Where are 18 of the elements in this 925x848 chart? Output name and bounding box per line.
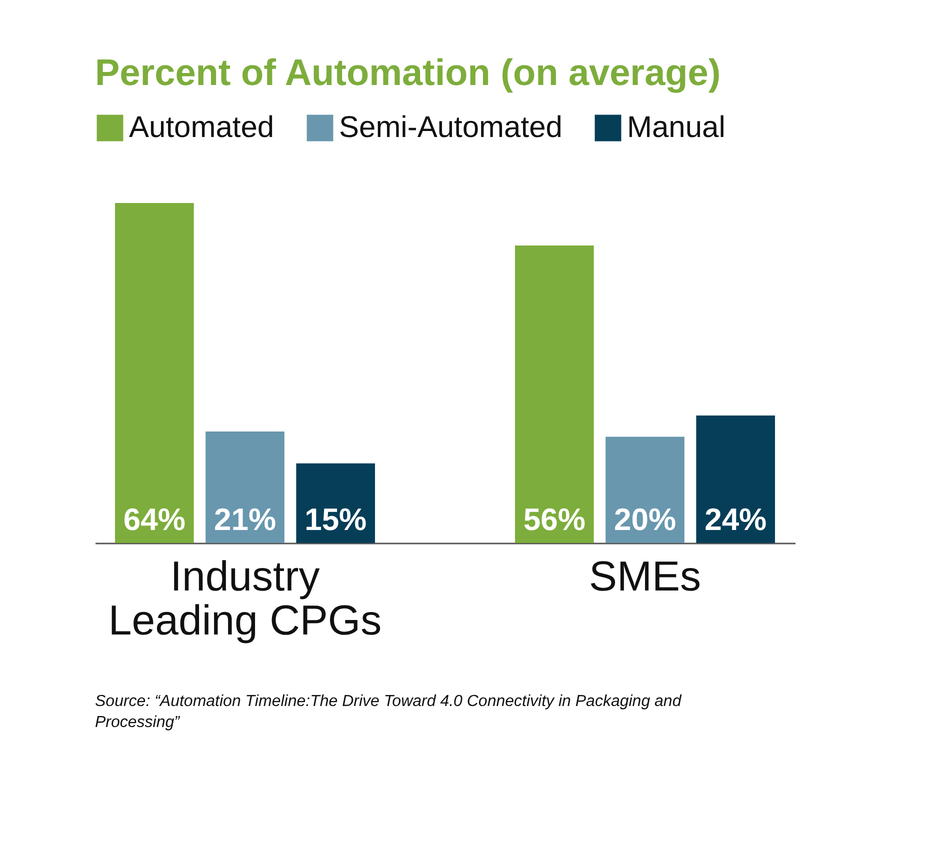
- bar: [115, 203, 194, 543]
- bar: [206, 431, 284, 543]
- bar: [515, 246, 594, 543]
- source-note: Source: “Automation Timeline:The Drive Toward 4.0 Connectivity in Packaging and Processing”: [95, 693, 682, 731]
- data-label: 15%: [304, 502, 367, 537]
- legend-label: Manual: [627, 111, 726, 144]
- bar: [696, 416, 775, 543]
- data-label: 20%: [614, 502, 676, 537]
- x-tick-label: SMEs: [588, 552, 702, 600]
- legend-label: Automated: [129, 111, 274, 144]
- legend-label: Semi-Automated: [339, 111, 562, 144]
- data-label: 24%: [704, 502, 767, 537]
- bar: [606, 436, 684, 543]
- data-label: 64%: [123, 502, 186, 537]
- chart-title: Percent of Automation (on average): [95, 52, 721, 93]
- data-label: 21%: [214, 502, 276, 537]
- x-tick-label: Industry Leading CPGs: [108, 552, 382, 644]
- data-label: 56%: [523, 502, 586, 537]
